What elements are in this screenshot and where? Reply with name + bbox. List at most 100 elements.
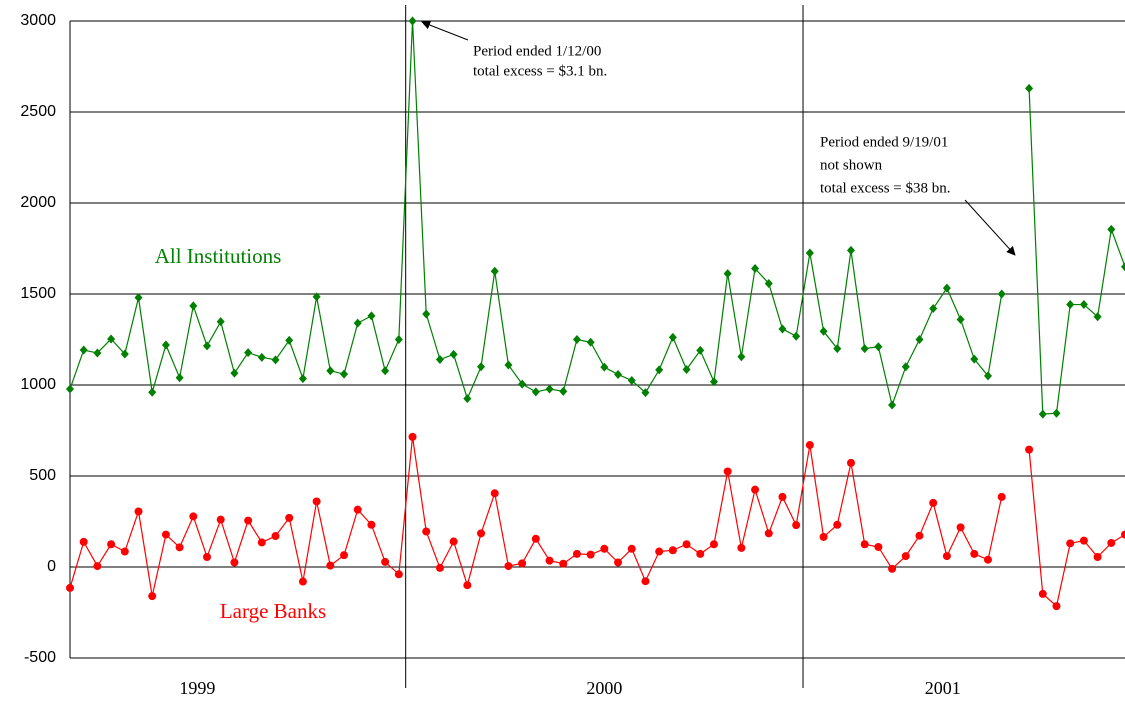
point [655,365,664,375]
point [1052,408,1061,418]
point [545,384,554,394]
point [449,349,458,359]
point [107,540,116,549]
series-label: Large Banks [220,599,326,623]
point [559,559,568,568]
point [641,388,650,398]
point [819,532,828,541]
point [490,266,499,276]
point [244,516,253,525]
point [326,366,335,376]
point [792,331,801,341]
point [422,527,431,536]
point [244,348,253,358]
point [257,538,266,547]
point [833,344,842,354]
point [860,344,869,354]
annotation-text: Period ended 1/12/00 [473,43,601,59]
point [1107,224,1116,234]
point [1121,530,1125,539]
point [189,512,198,521]
point [367,311,376,321]
point [394,335,403,344]
point [134,507,143,516]
point [175,543,184,552]
point [764,278,773,288]
point [203,552,212,561]
x-tick-label: 2001 [925,678,961,698]
point [559,386,568,396]
point [463,581,472,590]
point [107,334,116,344]
point [970,354,979,364]
y-tick-label: 500 [29,467,56,484]
point [545,556,554,565]
point [518,559,527,568]
point [1038,589,1047,598]
annotation-text: Period ended 9/19/01 [820,134,948,150]
point [805,441,814,450]
y-tick-label: 2500 [20,103,56,120]
point [1093,552,1102,561]
x-tick-label: 1999 [179,678,215,698]
point [504,562,513,571]
point [956,314,965,324]
point [805,248,814,258]
point [860,540,869,549]
point [422,309,431,319]
point [490,489,499,498]
point [230,558,239,567]
y-tick-label: -500 [24,649,56,666]
point [901,552,910,561]
point [627,375,636,385]
point [66,583,74,592]
point [572,549,581,558]
point [1079,536,1088,545]
point [435,563,444,572]
point [285,335,294,345]
point [93,348,102,358]
point [997,492,1006,501]
point [929,498,938,507]
point [148,387,157,397]
point [134,293,143,303]
point [79,345,88,355]
point [381,557,390,566]
point [120,547,129,556]
point [627,544,636,553]
point [641,577,650,586]
annotation-text: total excess = $3.1 bn. [473,63,607,79]
point [942,552,951,561]
point [682,365,691,375]
point [792,521,801,530]
series-line [1028,88,1125,415]
point [901,362,910,372]
point [915,531,924,540]
point [531,534,540,543]
series-label: All Institutions [155,244,282,268]
point [1025,83,1034,93]
point [120,349,129,359]
point [942,283,951,293]
point [518,379,527,389]
point [751,264,760,274]
point [709,377,718,387]
point [874,342,883,352]
point [819,326,828,336]
point [956,523,965,532]
point [257,352,266,362]
point [915,335,924,344]
series-line [69,436,1003,597]
point [285,513,294,522]
point [367,520,376,529]
point [846,245,855,255]
point [312,497,321,506]
point [888,564,897,573]
point [148,592,157,601]
point [449,537,458,546]
point [723,467,732,476]
point [970,549,979,558]
point [312,292,321,302]
